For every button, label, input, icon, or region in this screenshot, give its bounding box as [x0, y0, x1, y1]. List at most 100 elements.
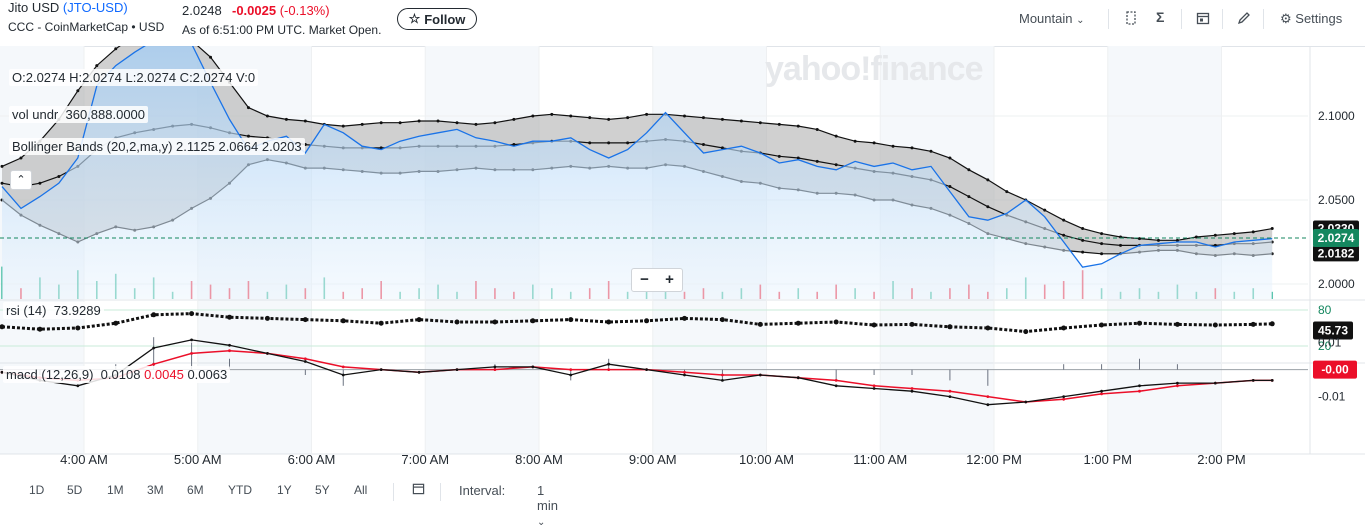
rsi-point	[340, 318, 346, 324]
settings-label: Settings	[1295, 11, 1343, 26]
volume-value: 360,888.0000	[65, 107, 146, 122]
bollinger-point	[1100, 252, 1104, 256]
bollinger-point	[1175, 238, 1179, 242]
macd-signal-point	[1176, 384, 1179, 388]
bollinger-point	[1081, 238, 1085, 242]
chevron-down-icon: ⌄	[537, 517, 546, 528]
range-ytd-button[interactable]: YTD	[228, 483, 252, 497]
zoom-out-button[interactable]: −	[640, 271, 649, 288]
change-percent: (-0.13%)	[279, 3, 330, 18]
bollinger-point	[474, 122, 478, 126]
bollinger-point	[1138, 237, 1141, 241]
draw-pencil-icon[interactable]	[1237, 11, 1251, 28]
zoom-in-button[interactable]: +	[665, 271, 674, 288]
range-1d-button[interactable]: 1D	[29, 483, 45, 497]
bollinger-point	[436, 119, 440, 123]
range-all-button[interactable]: All	[354, 483, 368, 497]
bollinger-point	[417, 119, 421, 123]
bollinger-point	[0, 181, 4, 185]
bollinger-point	[284, 117, 288, 121]
macd-signal-point	[341, 365, 345, 369]
bollinger-point	[95, 64, 99, 68]
change-value: -0.0025	[232, 3, 277, 18]
price-tick-label: 2.0500	[1318, 193, 1355, 207]
bollinger-point	[929, 149, 933, 153]
rsi-point	[568, 317, 574, 323]
range-1y-button[interactable]: 1Y	[277, 483, 292, 497]
collapse-legend-button[interactable]: ⌃	[10, 170, 32, 190]
zoom-controls: − +	[631, 268, 683, 292]
yahoo-finance-watermark: yahoo!finance	[765, 50, 983, 88]
macd-point	[379, 368, 383, 371]
macd-point	[1270, 379, 1274, 382]
macd-point	[266, 352, 269, 355]
last-price-badge-text: 2.0274	[1318, 231, 1355, 245]
rsi-legend[interactable]: rsi (14) 73.9289	[3, 302, 104, 319]
macd-signal-point	[1138, 389, 1141, 393]
interval-dropdown[interactable]: 1 min ⌄	[537, 483, 558, 528]
bollinger-point	[588, 116, 592, 120]
bollinger-point	[834, 134, 838, 138]
bollinger-lower-value: 2.0203	[261, 139, 302, 154]
range-5y-button[interactable]: 5Y	[315, 483, 330, 497]
bollinger-point	[512, 117, 516, 121]
bollinger-point	[986, 205, 990, 209]
bollinger-point	[720, 117, 724, 121]
chevron-down-icon: ⌄	[1076, 15, 1085, 26]
macd-point	[341, 373, 345, 377]
range-3m-button[interactable]: 3M	[147, 483, 164, 497]
rsi-point	[151, 312, 157, 318]
macd-legend[interactable]: macd (12,26,9) 0.0108 0.0045 0.0063	[3, 366, 231, 383]
bollinger-upper-line	[1, 46, 1273, 241]
date-range-calendar-icon[interactable]	[412, 482, 425, 498]
bollinger-point	[246, 134, 250, 138]
bollinger-point	[1081, 250, 1085, 254]
range-5d-button[interactable]: 5D	[67, 483, 83, 497]
macd-signal-point	[190, 352, 193, 355]
rsi-point	[264, 315, 270, 321]
market-status: As of 6:51:00 PM UTC. Market Open.	[182, 23, 382, 37]
toolbar-divider	[1263, 9, 1264, 29]
macd-signal-point	[303, 357, 307, 361]
settings-button[interactable]: ⚙ Settings	[1280, 11, 1342, 27]
chevron-up-icon: ⌃	[16, 174, 26, 186]
bollinger-point	[967, 195, 971, 199]
bollinger-point	[796, 156, 800, 160]
interval-label: Interval:	[459, 483, 506, 498]
rsi-point	[985, 325, 991, 331]
bollinger-point	[701, 143, 705, 147]
range-6m-button[interactable]: 6M	[187, 483, 204, 497]
range-1m-button[interactable]: 1M	[107, 483, 124, 497]
macd-value: 0.0108	[100, 367, 141, 382]
macd-point	[721, 379, 724, 382]
last-price-badge	[1313, 228, 1359, 247]
bollinger-point	[360, 122, 364, 126]
bollinger-point	[57, 174, 61, 178]
volume-bar	[1271, 291, 1274, 299]
bollinger-point	[626, 141, 630, 145]
bollinger-legend[interactable]: Bollinger Bands (20,2,ma,y) 2.1125 2.066…	[9, 138, 305, 155]
bollinger-point	[607, 117, 611, 121]
bollinger-point	[720, 146, 724, 150]
bollinger-point	[1062, 233, 1066, 237]
time-tick-label: 10:00 AM	[739, 452, 794, 467]
rsi-label: rsi (14)	[6, 303, 47, 318]
time-tick-label: 5:00 AM	[174, 452, 222, 467]
chart-canvas[interactable]: 2.1000 2.0500 2.0000 4:00 AM 5:00 AM 6:00 AM 7…	[0, 46, 1365, 506]
rsi-tick-label: 80	[1318, 303, 1332, 317]
compare-icon[interactable]	[1124, 11, 1138, 28]
theme-dropdown[interactable]: Mountain ⌄	[1019, 11, 1085, 26]
indicators-sigma-icon[interactable]: Σ	[1156, 9, 1165, 25]
bollinger-point	[19, 156, 23, 160]
bollinger-point	[265, 114, 269, 118]
asset-name: Jito USD	[8, 0, 60, 15]
asset-symbol-link[interactable]: (JTO-USD)	[62, 0, 128, 15]
follow-button[interactable]: ☆ Follow	[397, 8, 477, 30]
macd-signal-point	[910, 387, 914, 390]
bollinger-point	[796, 124, 800, 128]
calendar-events-icon[interactable]	[1196, 11, 1210, 28]
rsi-point	[530, 318, 536, 324]
rsi-point	[757, 321, 763, 327]
bollinger-point	[1100, 242, 1104, 246]
range-divider	[440, 483, 441, 501]
